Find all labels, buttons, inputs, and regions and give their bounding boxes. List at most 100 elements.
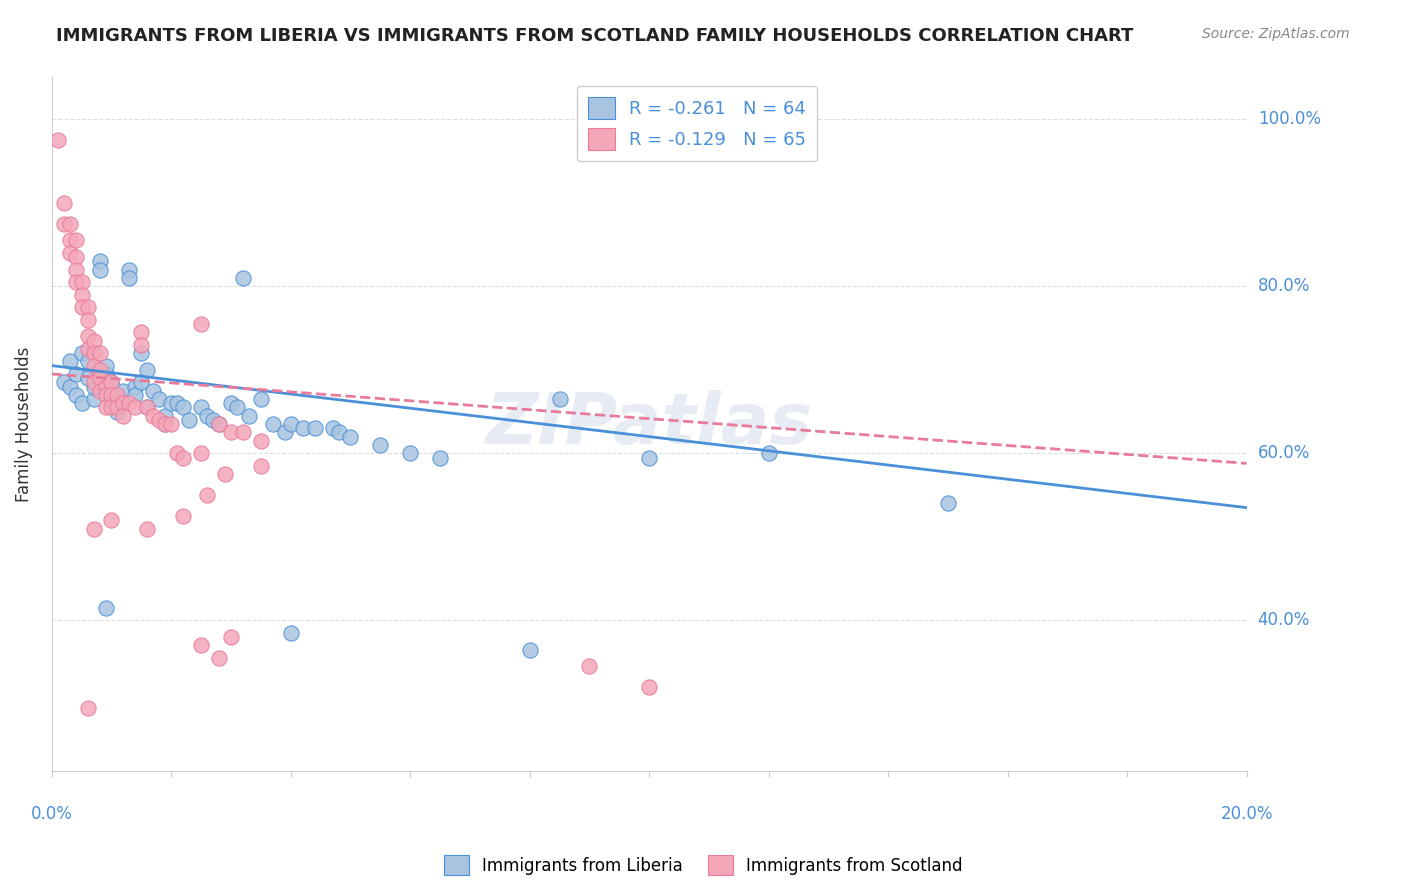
Point <box>304 421 326 435</box>
Point <box>70 396 93 410</box>
Point <box>94 401 117 415</box>
Point <box>131 337 153 351</box>
Point <box>195 488 218 502</box>
Y-axis label: Family Households: Family Households <box>15 346 32 502</box>
Point <box>124 388 146 402</box>
Point <box>100 376 122 390</box>
Text: 60.0%: 60.0% <box>1258 444 1310 462</box>
Text: 100.0%: 100.0% <box>1258 111 1320 128</box>
Point <box>83 346 105 360</box>
Point <box>65 388 87 402</box>
Point <box>190 446 212 460</box>
Point <box>89 371 111 385</box>
Point <box>76 329 98 343</box>
Point <box>107 401 129 415</box>
Point <box>226 401 249 415</box>
Text: Source: ZipAtlas.com: Source: ZipAtlas.com <box>1202 27 1350 41</box>
Point <box>100 396 122 410</box>
Point <box>65 367 87 381</box>
Point <box>94 388 117 402</box>
Point <box>70 300 93 314</box>
Point <box>65 275 87 289</box>
Point <box>219 630 242 644</box>
Point <box>148 413 170 427</box>
Legend: Immigrants from Liberia, Immigrants from Scotland: Immigrants from Liberia, Immigrants from… <box>436 847 970 884</box>
Text: 20.0%: 20.0% <box>1220 805 1272 823</box>
Point <box>328 425 350 440</box>
Legend: R = -0.261   N = 64, R = -0.129   N = 65: R = -0.261 N = 64, R = -0.129 N = 65 <box>576 87 817 161</box>
Point <box>124 401 146 415</box>
Point <box>214 467 236 482</box>
Point <box>94 359 117 373</box>
Point <box>519 642 541 657</box>
Point <box>936 496 959 510</box>
Point <box>232 425 254 440</box>
Point <box>76 701 98 715</box>
Text: IMMIGRANTS FROM LIBERIA VS IMMIGRANTS FROM SCOTLAND FAMILY HOUSEHOLDS CORRELATIO: IMMIGRANTS FROM LIBERIA VS IMMIGRANTS FR… <box>56 27 1133 45</box>
Point <box>280 626 302 640</box>
Point <box>339 429 361 443</box>
Point <box>250 392 273 406</box>
Point <box>136 401 159 415</box>
Point <box>83 359 105 373</box>
Point <box>83 376 105 390</box>
Point <box>59 245 82 260</box>
Point <box>219 425 242 440</box>
Point <box>76 342 98 356</box>
Point <box>94 600 117 615</box>
Point <box>70 275 93 289</box>
Point <box>83 522 105 536</box>
Point <box>429 450 451 465</box>
Point <box>160 396 183 410</box>
Point <box>232 271 254 285</box>
Point <box>52 217 75 231</box>
Point <box>179 413 201 427</box>
Point <box>100 401 122 415</box>
Point <box>112 396 135 410</box>
Point <box>65 233 87 247</box>
Point <box>83 392 105 406</box>
Point <box>758 446 780 460</box>
Point <box>190 401 212 415</box>
Point <box>274 425 297 440</box>
Point <box>399 446 422 460</box>
Point <box>190 639 212 653</box>
Point <box>100 513 122 527</box>
Point <box>118 262 141 277</box>
Point <box>172 508 194 523</box>
Point <box>107 404 129 418</box>
Point <box>208 651 231 665</box>
Point <box>208 417 231 431</box>
Point <box>136 401 159 415</box>
Point <box>76 312 98 326</box>
Text: ZIPatlas: ZIPatlas <box>485 390 813 458</box>
Point <box>160 417 183 431</box>
Point <box>52 195 75 210</box>
Point <box>107 388 129 402</box>
Point <box>89 262 111 277</box>
Text: 40.0%: 40.0% <box>1258 611 1310 630</box>
Point <box>76 300 98 314</box>
Point <box>76 354 98 368</box>
Point <box>59 217 82 231</box>
Point <box>70 287 93 301</box>
Point <box>112 384 135 398</box>
Point <box>124 379 146 393</box>
Point <box>118 396 141 410</box>
Point <box>131 325 153 339</box>
Point <box>89 384 111 398</box>
Point <box>112 409 135 423</box>
Point <box>118 271 141 285</box>
Point <box>291 421 314 435</box>
Point <box>155 409 177 423</box>
Text: 80.0%: 80.0% <box>1258 277 1310 295</box>
Point <box>89 363 111 377</box>
Point <box>548 392 571 406</box>
Point <box>195 409 218 423</box>
Point <box>52 376 75 390</box>
Point <box>262 417 284 431</box>
Point <box>370 438 392 452</box>
Point <box>208 417 231 431</box>
Point <box>280 417 302 431</box>
Point <box>155 417 177 431</box>
